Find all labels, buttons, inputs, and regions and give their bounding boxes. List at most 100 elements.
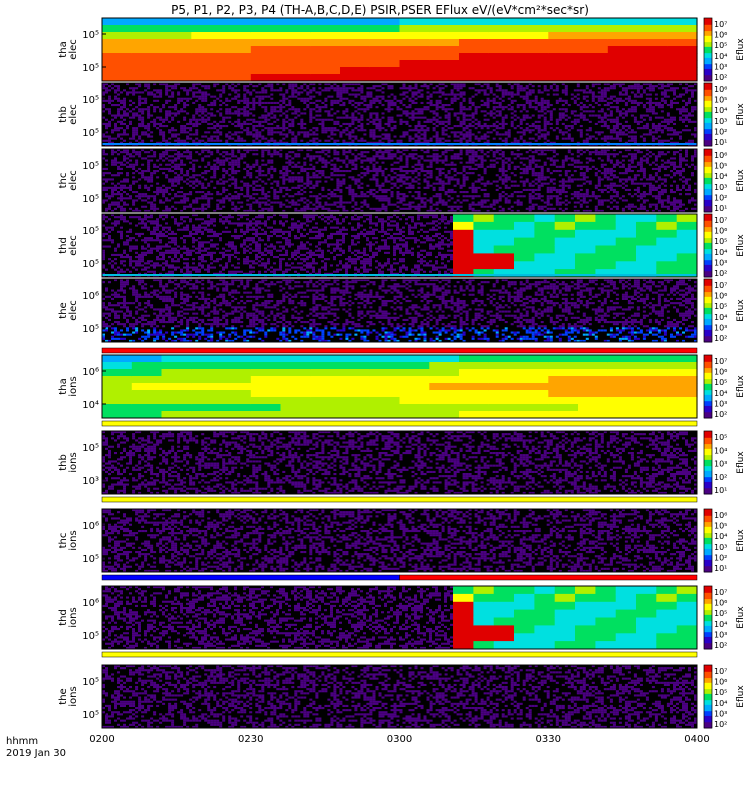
noise-cell bbox=[454, 94, 457, 96]
noise-cell bbox=[388, 110, 391, 112]
flux-cell bbox=[489, 46, 519, 54]
noise-cell bbox=[619, 131, 622, 133]
noise-cell bbox=[586, 138, 589, 140]
noise-cell bbox=[421, 138, 424, 140]
noise-cell bbox=[258, 197, 261, 199]
noise-cell bbox=[451, 206, 454, 208]
noise-cell bbox=[616, 119, 619, 121]
noise-cell bbox=[195, 191, 198, 193]
noise-cell bbox=[616, 123, 619, 125]
noise-cell bbox=[676, 131, 679, 133]
noise-cell bbox=[532, 89, 535, 91]
noise-cell bbox=[363, 100, 366, 102]
noise-cell bbox=[252, 102, 255, 104]
noise-cell bbox=[186, 127, 189, 129]
noise-cell bbox=[466, 176, 469, 178]
noise-cell bbox=[493, 164, 496, 166]
noise-cell bbox=[478, 125, 481, 127]
noise-cell bbox=[276, 185, 279, 187]
noise-cell bbox=[207, 87, 210, 89]
noise-cell bbox=[123, 110, 126, 112]
noise-cell bbox=[141, 170, 144, 172]
noise-cell bbox=[463, 138, 466, 140]
noise-cell bbox=[258, 206, 261, 208]
noise-cell bbox=[547, 94, 550, 96]
noise-cell bbox=[670, 87, 673, 89]
noise-cell bbox=[454, 133, 457, 135]
noise-cell bbox=[508, 178, 511, 180]
noise-cell bbox=[369, 129, 372, 131]
noise-cell bbox=[475, 119, 478, 121]
noise-cell bbox=[246, 187, 249, 189]
noise-cell bbox=[613, 125, 616, 127]
noise-cell bbox=[282, 127, 285, 129]
noise-cell bbox=[583, 91, 586, 93]
flux-cell bbox=[281, 74, 311, 82]
noise-cell bbox=[318, 204, 321, 206]
noise-cell bbox=[219, 202, 222, 204]
noise-cell bbox=[282, 176, 285, 178]
noise-cell bbox=[360, 166, 363, 168]
noise-cell bbox=[649, 94, 652, 96]
noise-cell bbox=[442, 181, 445, 183]
noise-cell bbox=[369, 131, 372, 133]
noise-cell bbox=[315, 176, 318, 178]
noise-cell bbox=[409, 183, 412, 185]
noise-cell bbox=[321, 119, 324, 121]
flux-cell bbox=[310, 25, 340, 33]
noise-cell bbox=[532, 204, 535, 206]
noise-cell bbox=[460, 138, 463, 140]
noise-cell bbox=[556, 166, 559, 168]
noise-cell bbox=[144, 85, 147, 87]
noise-cell bbox=[339, 202, 342, 204]
noise-cell bbox=[159, 123, 162, 125]
noise-cell bbox=[165, 199, 168, 201]
noise-cell bbox=[129, 197, 132, 199]
noise-cell bbox=[252, 98, 255, 100]
noise-cell bbox=[478, 202, 481, 204]
noise-cell bbox=[565, 100, 568, 102]
noise-cell bbox=[303, 127, 306, 129]
noise-cell bbox=[201, 172, 204, 174]
noise-cell bbox=[394, 153, 397, 155]
noise-cell bbox=[379, 119, 382, 121]
noise-cell bbox=[457, 119, 460, 121]
noise-cell bbox=[559, 202, 562, 204]
noise-cell bbox=[478, 166, 481, 168]
noise-cell bbox=[111, 202, 114, 204]
noise-cell bbox=[351, 117, 354, 119]
flux-cell bbox=[310, 60, 340, 68]
noise-cell bbox=[150, 176, 153, 178]
noise-cell bbox=[559, 189, 562, 191]
noise-cell bbox=[571, 121, 574, 123]
noise-cell bbox=[484, 102, 487, 104]
noise-cell bbox=[216, 204, 219, 206]
noise-cell bbox=[177, 110, 180, 112]
noise-cell bbox=[240, 153, 243, 155]
noise-cell bbox=[252, 100, 255, 102]
noise-cell bbox=[186, 100, 189, 102]
noise-cell bbox=[144, 157, 147, 159]
noise-cell bbox=[255, 185, 258, 187]
noise-cell bbox=[366, 151, 369, 153]
noise-cell bbox=[616, 125, 619, 127]
noise-cell bbox=[342, 112, 345, 114]
noise-cell bbox=[132, 183, 135, 185]
noise-cell bbox=[427, 187, 430, 189]
noise-cell bbox=[637, 123, 640, 125]
noise-cell bbox=[403, 133, 406, 135]
noise-cell bbox=[294, 166, 297, 168]
colorbar-tick-label: 10² bbox=[714, 127, 727, 136]
noise-cell bbox=[406, 162, 409, 164]
noise-cell bbox=[451, 197, 454, 199]
noise-cell bbox=[448, 195, 451, 197]
noise-cell bbox=[369, 170, 372, 172]
noise-cell bbox=[652, 127, 655, 129]
noise-cell bbox=[427, 160, 430, 162]
noise-cell bbox=[376, 174, 379, 176]
noise-cell bbox=[565, 94, 568, 96]
noise-cell bbox=[114, 202, 117, 204]
noise-cell bbox=[430, 185, 433, 187]
noise-cell bbox=[273, 170, 276, 172]
noise-cell bbox=[415, 164, 418, 166]
